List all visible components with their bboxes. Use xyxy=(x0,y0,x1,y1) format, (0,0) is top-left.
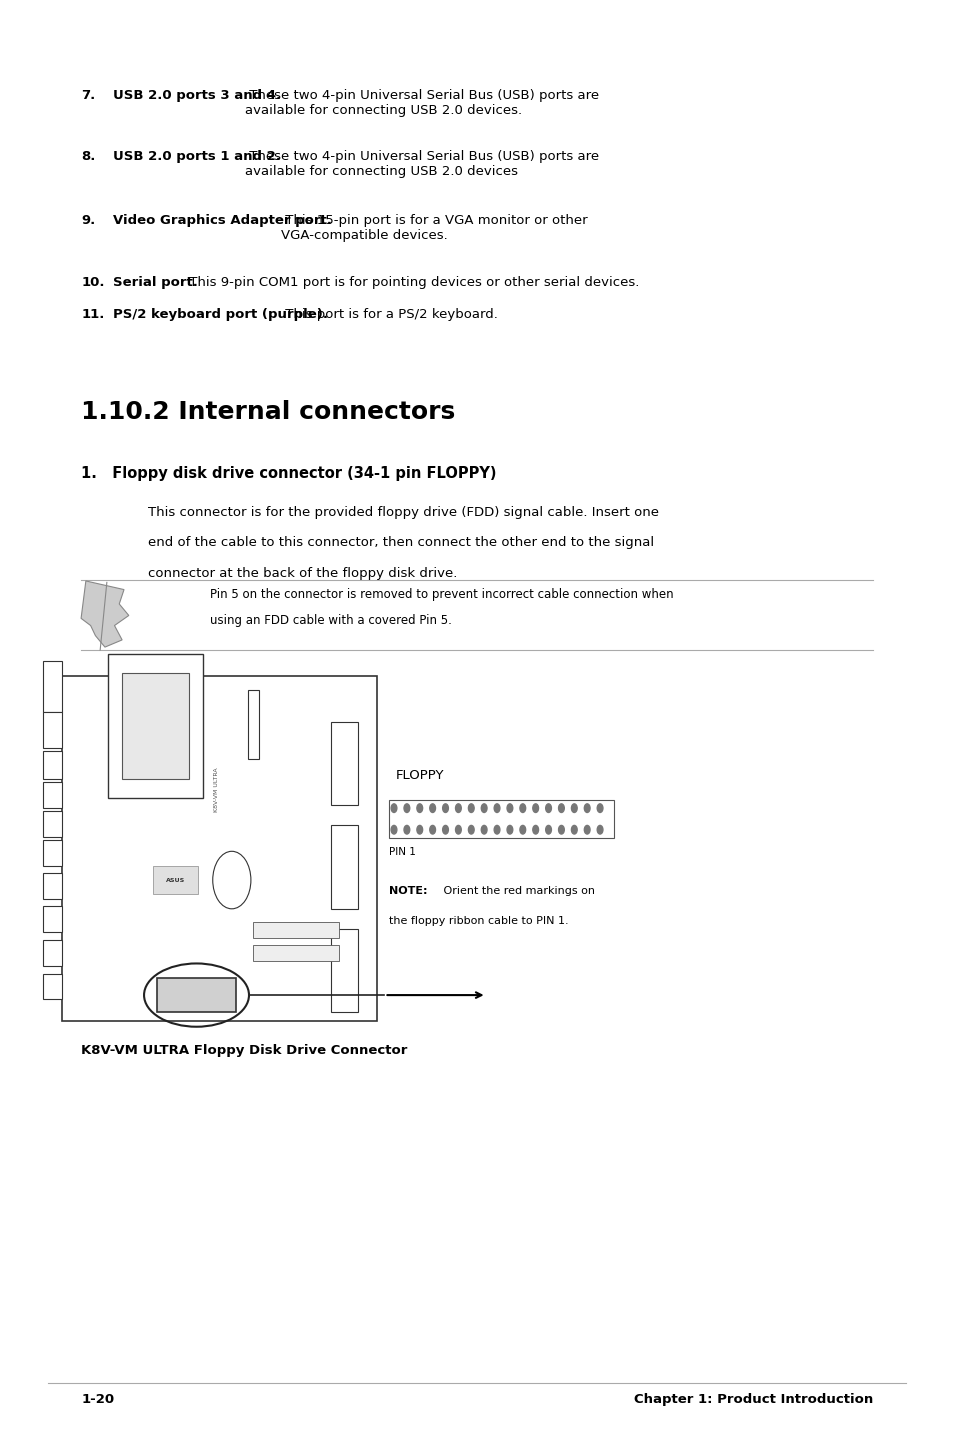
Text: K8V-VM ULTRA: K8V-VM ULTRA xyxy=(213,768,219,812)
Text: 1-20: 1-20 xyxy=(81,1393,114,1406)
Circle shape xyxy=(519,804,525,812)
Circle shape xyxy=(416,825,422,834)
Text: the floppy ribbon cable to PIN 1.: the floppy ribbon cable to PIN 1. xyxy=(389,916,568,926)
Text: This 9-pin COM1 port is for pointing devices or other serial devices.: This 9-pin COM1 port is for pointing dev… xyxy=(185,276,639,289)
Text: connector at the back of the floppy disk drive.: connector at the back of the floppy disk… xyxy=(148,567,456,580)
Circle shape xyxy=(213,851,251,909)
Bar xyxy=(43,940,62,966)
Polygon shape xyxy=(81,581,129,647)
Circle shape xyxy=(506,804,512,812)
Circle shape xyxy=(532,804,537,812)
Text: This 15-pin port is for a VGA monitor or other
VGA-compatible devices.: This 15-pin port is for a VGA monitor or… xyxy=(280,214,587,242)
Circle shape xyxy=(597,825,602,834)
Text: 1.10.2 Internal connectors: 1.10.2 Internal connectors xyxy=(81,400,455,424)
Bar xyxy=(253,922,338,938)
Bar xyxy=(331,722,357,805)
Circle shape xyxy=(532,825,537,834)
Text: 11.: 11. xyxy=(81,308,105,321)
Text: NOTE:: NOTE: xyxy=(389,886,427,896)
Bar xyxy=(43,811,62,837)
Bar xyxy=(43,782,62,808)
Text: FLOPPY: FLOPPY xyxy=(395,769,444,782)
Text: 7.: 7. xyxy=(81,89,95,102)
Bar xyxy=(122,673,189,779)
Circle shape xyxy=(571,825,577,834)
Circle shape xyxy=(429,825,435,834)
Bar xyxy=(43,906,62,932)
Circle shape xyxy=(494,804,499,812)
Circle shape xyxy=(480,804,486,812)
Text: USB 2.0 ports 3 and 4.: USB 2.0 ports 3 and 4. xyxy=(112,89,280,102)
Text: This connector is for the provided floppy drive (FDD) signal cable. Insert one: This connector is for the provided flopp… xyxy=(148,506,659,519)
Text: 8.: 8. xyxy=(81,150,95,162)
Text: 10.: 10. xyxy=(81,276,105,289)
Circle shape xyxy=(571,804,577,812)
Circle shape xyxy=(558,825,563,834)
Circle shape xyxy=(391,804,396,812)
Circle shape xyxy=(442,804,448,812)
Bar xyxy=(248,690,259,759)
Circle shape xyxy=(403,804,409,812)
Text: K8V-VM ULTRA Floppy Disk Drive Connector: K8V-VM ULTRA Floppy Disk Drive Connector xyxy=(81,1044,407,1057)
Circle shape xyxy=(416,804,422,812)
Circle shape xyxy=(545,804,551,812)
Circle shape xyxy=(583,825,589,834)
Bar xyxy=(43,661,62,712)
Circle shape xyxy=(455,825,461,834)
Circle shape xyxy=(468,804,474,812)
Text: These two 4-pin Universal Serial Bus (USB) ports are
available for connecting US: These two 4-pin Universal Serial Bus (US… xyxy=(245,150,598,177)
Circle shape xyxy=(391,825,396,834)
Bar xyxy=(253,945,338,961)
Text: Video Graphics Adapter port.: Video Graphics Adapter port. xyxy=(112,214,331,227)
Circle shape xyxy=(519,825,525,834)
Circle shape xyxy=(545,825,551,834)
Text: Chapter 1: Product Introduction: Chapter 1: Product Introduction xyxy=(633,1393,872,1406)
Text: PIN 1: PIN 1 xyxy=(389,847,416,857)
Bar xyxy=(331,825,357,909)
Circle shape xyxy=(480,825,486,834)
Text: Orient the red markings on: Orient the red markings on xyxy=(439,886,594,896)
Text: PS/2 keyboard port (purple).: PS/2 keyboard port (purple). xyxy=(112,308,327,321)
Bar xyxy=(157,978,235,1012)
Bar xyxy=(43,840,62,866)
Circle shape xyxy=(597,804,602,812)
Text: These two 4-pin Universal Serial Bus (USB) ports are
available for connecting US: These two 4-pin Universal Serial Bus (US… xyxy=(245,89,598,116)
Text: 1.   Floppy disk drive connector (34-1 pin FLOPPY): 1. Floppy disk drive connector (34-1 pin… xyxy=(81,466,497,480)
Text: end of the cable to this connector, then connect the other end to the signal: end of the cable to this connector, then… xyxy=(148,536,654,549)
Bar xyxy=(43,751,62,779)
Circle shape xyxy=(403,825,409,834)
Circle shape xyxy=(583,804,589,812)
Circle shape xyxy=(429,804,435,812)
Circle shape xyxy=(455,804,461,812)
Bar xyxy=(331,929,357,1012)
Circle shape xyxy=(494,825,499,834)
Bar xyxy=(152,866,198,894)
Text: 9.: 9. xyxy=(81,214,95,227)
Text: USB 2.0 ports 1 and 2.: USB 2.0 ports 1 and 2. xyxy=(112,150,280,162)
Bar xyxy=(108,654,203,798)
Bar xyxy=(43,873,62,899)
Text: This port is for a PS/2 keyboard.: This port is for a PS/2 keyboard. xyxy=(280,308,497,321)
Circle shape xyxy=(506,825,512,834)
Bar xyxy=(389,800,614,838)
Text: using an FDD cable with a covered Pin 5.: using an FDD cable with a covered Pin 5. xyxy=(210,614,452,627)
Text: Serial port.: Serial port. xyxy=(112,276,197,289)
Text: Pin 5 on the connector is removed to prevent incorrect cable connection when: Pin 5 on the connector is removed to pre… xyxy=(210,588,673,601)
Circle shape xyxy=(468,825,474,834)
Bar xyxy=(43,712,62,748)
Circle shape xyxy=(558,804,563,812)
Bar xyxy=(62,676,376,1021)
Circle shape xyxy=(442,825,448,834)
Text: ASUS: ASUS xyxy=(166,877,185,883)
Bar xyxy=(43,974,62,999)
